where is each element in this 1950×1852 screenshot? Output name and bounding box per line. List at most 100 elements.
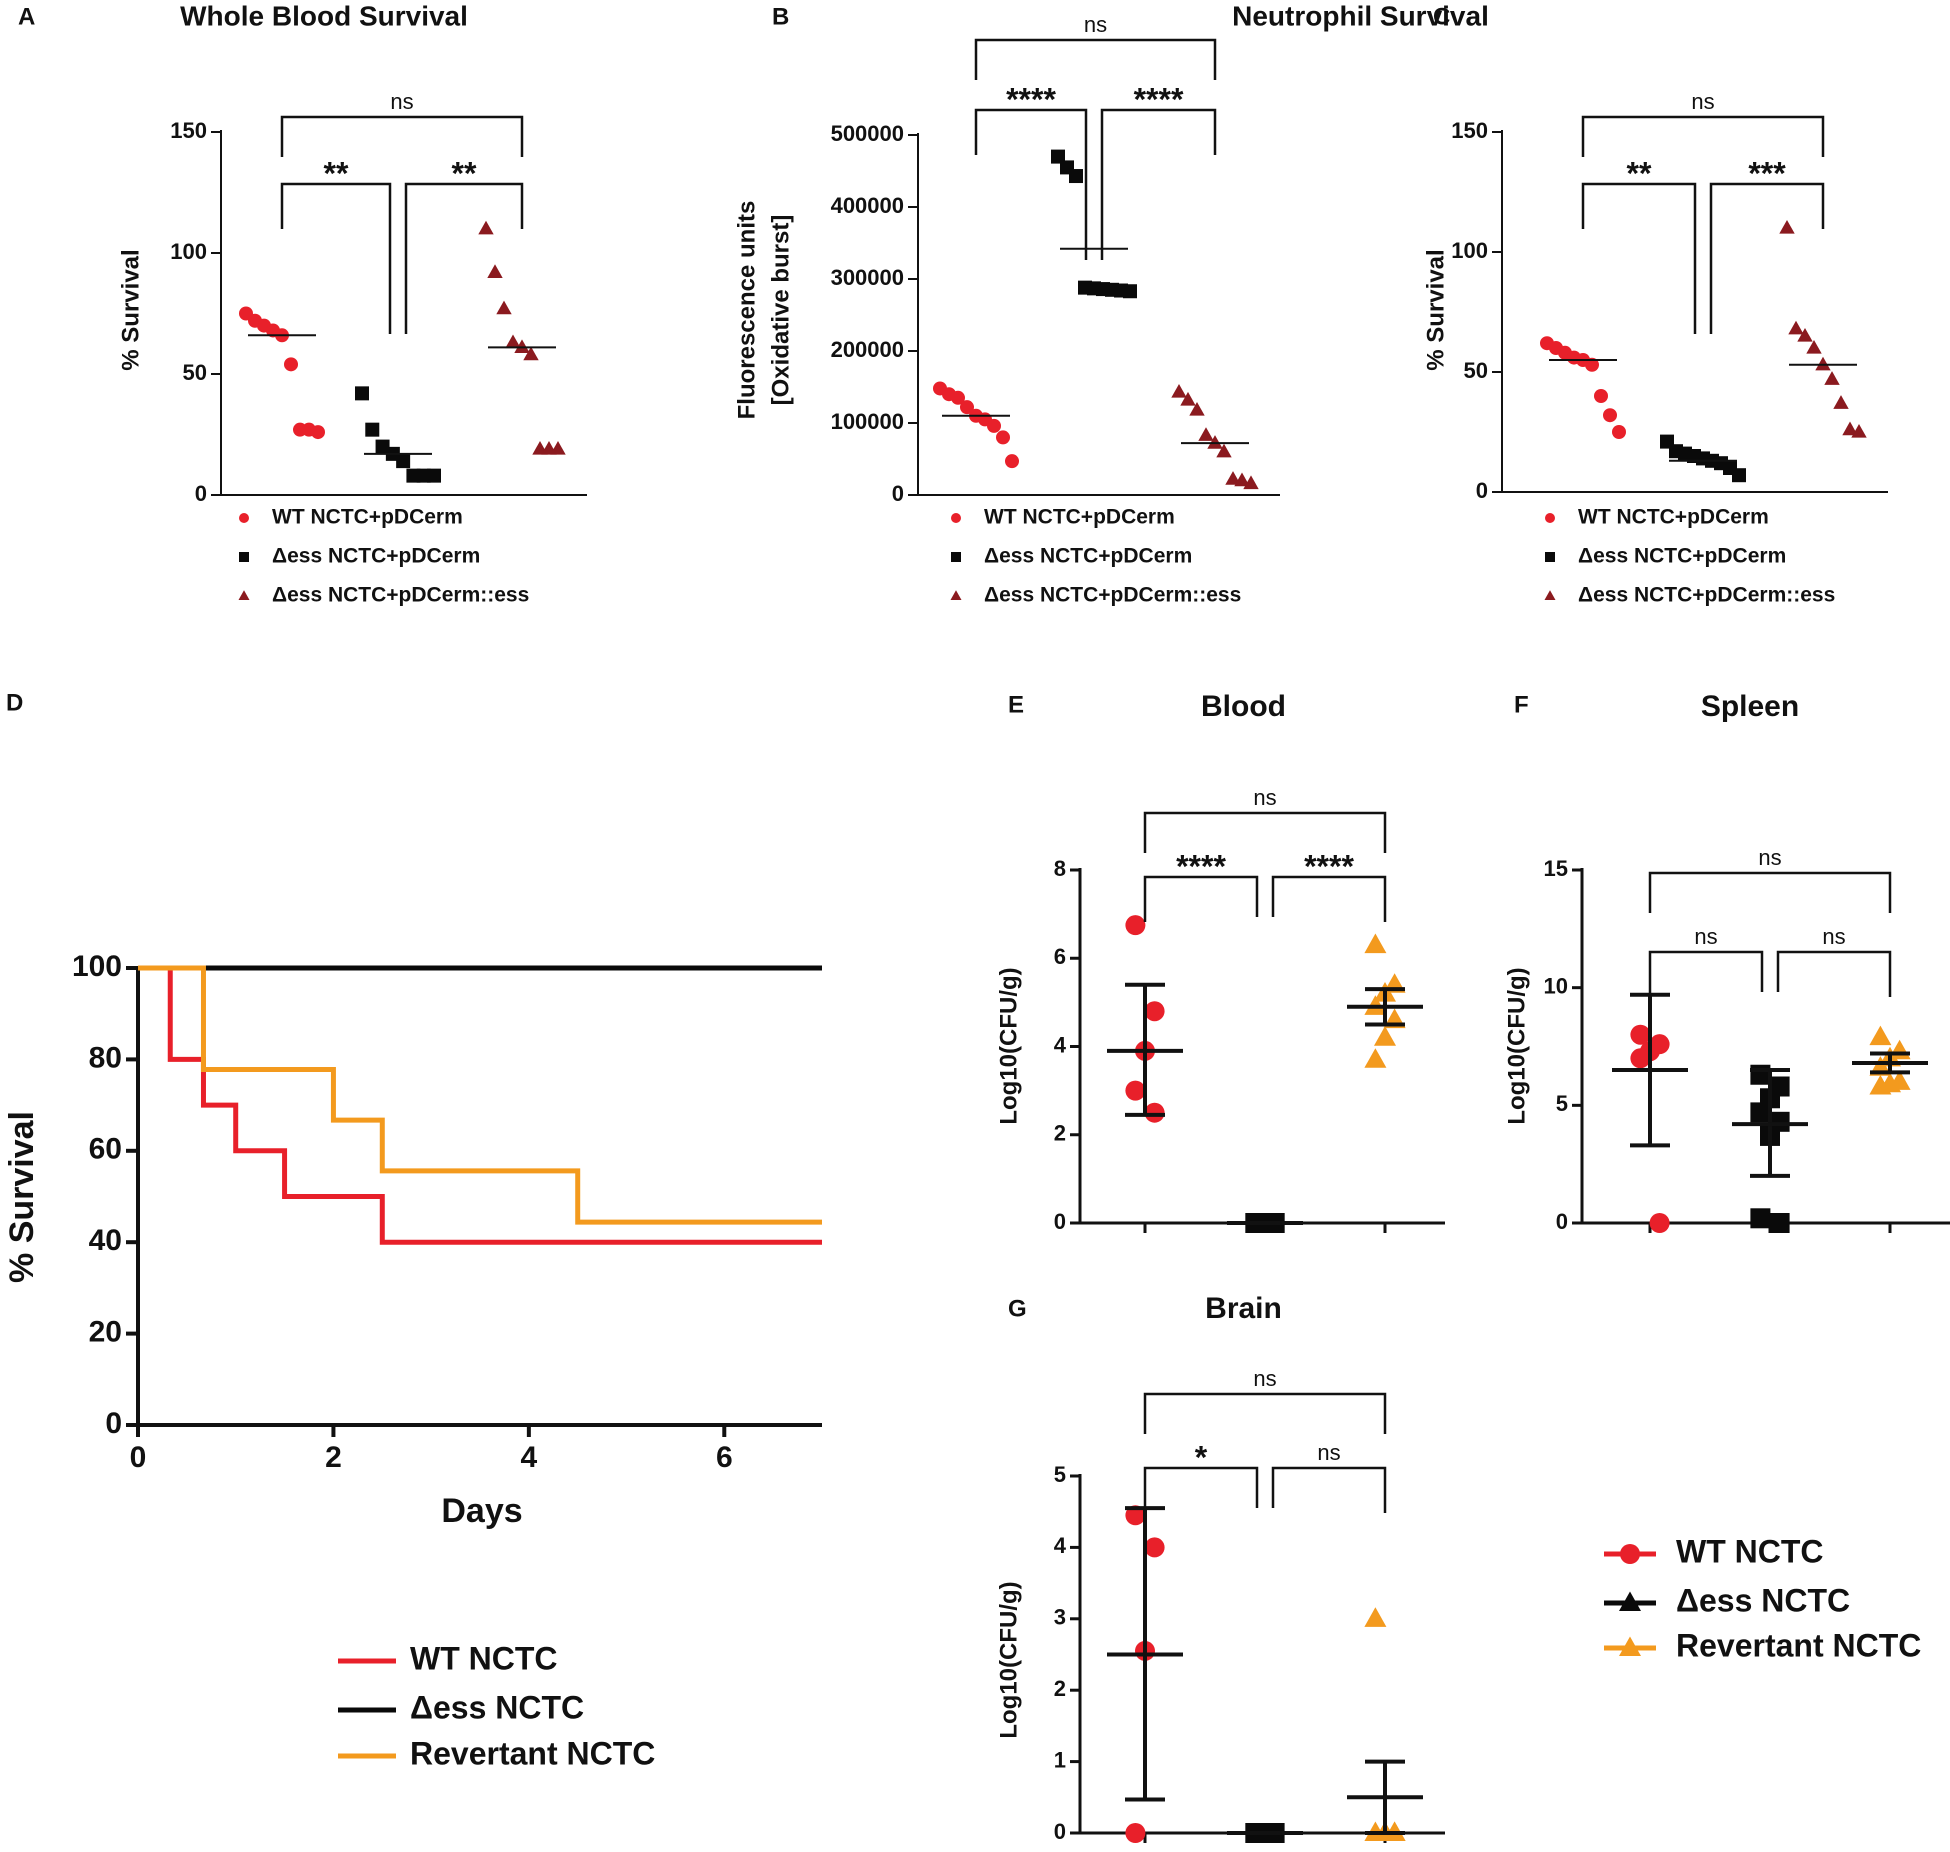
data-point (1869, 1025, 1892, 1046)
group-1 (1732, 1064, 1808, 1233)
y-axis-label: % Survival (1422, 249, 1449, 370)
y-tick-label: 20 (89, 1316, 122, 1349)
significance-label: *** (1748, 155, 1786, 191)
y-tick-label: 100000 (831, 409, 904, 434)
legend-label: Δess NCTC+pDCerm::ess (272, 584, 529, 607)
y-tick-label: 50 (1464, 358, 1488, 383)
y-tick-label: 0 (892, 481, 904, 506)
data-point (396, 454, 411, 469)
x-axis-label: Days (441, 1492, 522, 1530)
group-2 (1852, 1025, 1928, 1095)
y-tick-label: 0 (1054, 1819, 1066, 1844)
group-1 (1227, 1823, 1303, 1843)
data-point (311, 425, 325, 440)
legend-label: Δess NCTC+pDCerm::ess (984, 584, 1241, 607)
data-point (478, 220, 494, 235)
y-tick-label: 3 (1054, 1605, 1066, 1630)
group-1 (1051, 149, 1137, 299)
significance-bracket (1143, 875, 1259, 922)
y-tick-label: 500000 (831, 121, 904, 146)
data-point (1125, 915, 1146, 936)
significance-bracket (280, 182, 392, 334)
legend-marker (1620, 1544, 1640, 1564)
y-axis-label: % Survival (117, 249, 144, 370)
y-tick-label: 100 (170, 239, 207, 264)
significance-bracket (1100, 108, 1217, 260)
y-tick-label: 0 (1556, 1209, 1568, 1234)
group-0 (1107, 1505, 1183, 1843)
legend-marker (951, 552, 961, 562)
legend-marker (1619, 1636, 1641, 1657)
group-2 (478, 220, 566, 455)
y-tick-label: 6 (1054, 944, 1066, 969)
significance-bracket (1709, 182, 1825, 334)
legend-marker (950, 590, 962, 601)
survival-curve (138, 965, 822, 1245)
chart-title: Brain (1205, 1292, 1282, 1325)
group-1 (355, 386, 441, 483)
panel-e: E Blood 0 2 4 6 8 Log10(CFU/g) **** **** ns (995, 690, 1445, 1234)
data-point (1374, 1026, 1396, 1046)
data-point (1750, 1102, 1771, 1123)
y-tick-label: 10 (1544, 973, 1568, 998)
group-0 (1107, 915, 1183, 1123)
data-point (987, 418, 1001, 433)
significance-bracket (1776, 950, 1892, 997)
data-point (1225, 471, 1241, 485)
data-point (1603, 408, 1617, 423)
data-point (951, 390, 965, 405)
data-point (1364, 1607, 1387, 1627)
data-point (1144, 1537, 1165, 1558)
legend-marker (1544, 590, 1556, 601)
y-tick-label: 40 (89, 1224, 122, 1257)
significance-label: ns (1822, 924, 1845, 949)
legend-efg: WT NCTC Δess NCTC Revertant NCTC (1604, 1533, 1921, 1663)
y-axis-label: Log10(CFU/g) (1503, 967, 1530, 1124)
significance-label: ** (1627, 155, 1652, 191)
group-2 (1779, 219, 1867, 438)
legend-label: WT NCTC+pDCerm (272, 506, 463, 529)
data-point (1869, 1075, 1892, 1095)
data-point (1234, 472, 1250, 487)
data-point (365, 422, 380, 437)
data-point (1364, 1048, 1387, 1068)
chart-title: Neutrophil Survival (1232, 0, 1489, 31)
y-tick-label: 150 (1451, 118, 1488, 143)
data-point (1051, 149, 1065, 164)
panel-g: G Brain 0 1 2 3 4 5 Log10(CFU/g) * ns ns (995, 1292, 1445, 1844)
panel-f: F Spleen 0 5 10 15 Log10(CFU/g) ns ns ns (1503, 690, 1950, 1234)
panel-b: B 0 100000 200000 300000 400000 500000 Fluoresc… (733, 3, 1280, 506)
significance-label: ns (1317, 1440, 1340, 1465)
data-point (1732, 468, 1746, 483)
data-point (1630, 1048, 1651, 1069)
group-0 (1612, 992, 1688, 1233)
y-tick-label: 4 (1054, 1533, 1067, 1558)
data-point (1144, 1102, 1165, 1123)
data-point (1189, 401, 1205, 416)
data-point (1216, 443, 1232, 458)
y-tick-label: 150 (170, 118, 207, 143)
data-point (1612, 425, 1626, 439)
data-point (355, 386, 369, 401)
survival-curve (138, 965, 822, 1225)
data-point (505, 334, 521, 349)
data-point (284, 357, 298, 372)
significance-bracket (1648, 950, 1764, 997)
data-point (1198, 427, 1214, 441)
y-tick-label: 4 (1054, 1032, 1067, 1057)
data-point (1750, 1064, 1771, 1085)
y-tick-label: 300000 (831, 265, 904, 290)
chart-title: Spleen (1701, 690, 1799, 723)
y-tick-label: 100 (1451, 238, 1488, 263)
legend-label: Revertant NCTC (410, 1735, 655, 1771)
data-point (1180, 391, 1196, 406)
data-point (1630, 1024, 1651, 1045)
panel-label: B (772, 3, 789, 30)
data-point (1833, 395, 1849, 409)
y-axis-label: Log10(CFU/g) (995, 967, 1022, 1124)
panel-a: A Whole Blood Survival 0 50 100 150 % Survival… (18, 0, 587, 506)
group-2 (1347, 1607, 1423, 1842)
data-point (550, 440, 566, 455)
significance-label: ns (1253, 785, 1276, 810)
data-point (960, 400, 974, 415)
